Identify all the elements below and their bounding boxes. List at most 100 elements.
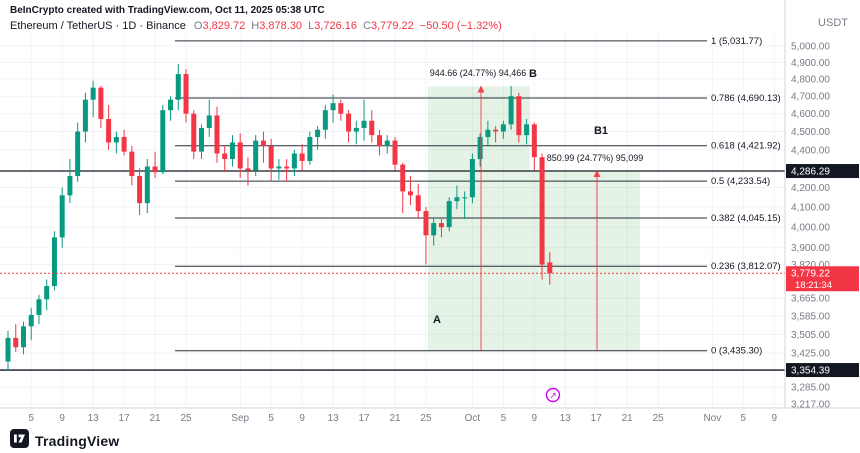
candle-body	[152, 166, 158, 173]
candle-body	[237, 142, 243, 169]
price-tick-label[interactable]: 4,600.00	[791, 109, 830, 120]
projection-zone	[530, 171, 640, 351]
candle-body	[299, 153, 305, 161]
candle-body	[75, 131, 81, 177]
candle-body	[168, 99, 174, 111]
time-tick-label[interactable]: Sep	[231, 413, 249, 424]
time-tick-label[interactable]: 13	[88, 413, 100, 424]
price-tick-label[interactable]: 3,585.00	[791, 312, 830, 323]
price-tick-label[interactable]: 4,200.00	[791, 183, 830, 194]
current-price-value: 3,779.22	[791, 269, 830, 280]
time-tick-label[interactable]: 9	[771, 413, 777, 424]
price-tick-label[interactable]: 4,000.00	[791, 223, 830, 234]
candle-body	[222, 153, 228, 160]
candle-body	[407, 191, 413, 196]
attribution-text: BeInCrypto created with TradingView.com,…	[10, 5, 325, 16]
price-line-badge-value: 4,286.29	[791, 167, 830, 178]
time-tick-label[interactable]: 9	[299, 413, 305, 424]
fib-level-label: 0.618 (4,421.92)	[711, 141, 781, 152]
candle-body	[462, 197, 468, 199]
candle-body	[516, 96, 522, 136]
point-label-b1: B1	[594, 125, 608, 137]
price-line-badge-value: 3,354.39	[791, 366, 830, 377]
price-tick-label[interactable]: 5,000.00	[791, 42, 830, 53]
time-tick-label[interactable]: 5	[741, 413, 747, 424]
price-tick-label[interactable]: 3,505.00	[791, 330, 830, 341]
candle-body	[28, 314, 34, 327]
time-tick-label[interactable]: Nov	[703, 413, 721, 424]
chart-header: BeInCrypto created with TradingView.com,…	[10, 5, 502, 32]
price-tick-label[interactable]: 3,665.00	[791, 294, 830, 305]
price-tick-label[interactable]: 4,800.00	[791, 75, 830, 86]
candle-body	[121, 136, 127, 152]
price-tick-label[interactable]: 3,425.00	[791, 349, 830, 360]
time-tick-label[interactable]: 17	[119, 413, 131, 424]
time-tick-label[interactable]: 5	[28, 413, 34, 424]
high-value: 3,878.30	[259, 20, 303, 32]
price-tick-label[interactable]: 4,400.00	[791, 145, 830, 156]
measure-arrow-up-icon	[593, 170, 601, 178]
time-tick-label[interactable]: 21	[622, 413, 634, 424]
candle-body	[377, 135, 383, 147]
change-value: −50.50 (−1.32%)	[419, 20, 502, 32]
ohlc-readout: O3,829.72 H3,878.30 L3,726.16 C3,779.22 …	[194, 20, 502, 32]
time-tick-label[interactable]: 17	[591, 413, 603, 424]
fib-level-label: 0.236 (3,812.07)	[711, 261, 781, 272]
candle-body	[431, 223, 437, 236]
price-line-badge	[786, 363, 859, 378]
price-tick-label[interactable]: 4,500.00	[791, 127, 830, 138]
time-tick-label[interactable]: 25	[180, 413, 192, 424]
candle-body	[20, 326, 26, 348]
symbol-title[interactable]: Ethereum / TetherUS · 1D · Binance	[10, 20, 186, 32]
fib-level-label: 0.5 (4,233.54)	[711, 176, 770, 187]
tradingview-logo-icon[interactable]	[10, 429, 29, 453]
candle-body	[346, 113, 352, 132]
candle-body	[191, 113, 197, 152]
candle-body	[291, 153, 297, 169]
candle-body	[338, 103, 344, 114]
price-tick-label[interactable]: 4,100.00	[791, 203, 830, 214]
time-tick-label[interactable]: 21	[149, 413, 161, 424]
candle-body	[307, 136, 313, 161]
candle-body	[113, 136, 119, 143]
candle-body	[369, 120, 375, 136]
time-tick-label[interactable]: 13	[328, 413, 340, 424]
price-line-badge	[786, 164, 859, 179]
candle-body	[245, 168, 251, 171]
candle-body	[36, 299, 42, 315]
fib-level-label: 0.786 (4,690.13)	[711, 93, 781, 104]
open-label: O	[193, 20, 203, 32]
price-tick-label[interactable]: 3,285.00	[791, 383, 830, 394]
low-value: 3,726.16	[314, 20, 358, 32]
candle-body	[160, 110, 166, 173]
price-tick-label[interactable]: 3,217.00	[791, 400, 830, 411]
time-tick-label[interactable]: 21	[389, 413, 401, 424]
candle-body	[206, 115, 212, 128]
tradingview-logo-text[interactable]: TradingView	[35, 433, 120, 449]
high-label: H	[251, 20, 260, 32]
time-tick-label[interactable]: 17	[358, 413, 370, 424]
time-tick-label[interactable]: 9	[59, 413, 65, 424]
candle-body	[5, 337, 11, 362]
price-tick-label[interactable]: 4,900.00	[791, 58, 830, 69]
candle-body	[214, 115, 220, 154]
time-tick-label[interactable]: 25	[653, 413, 665, 424]
time-tick-label[interactable]: 5	[268, 413, 274, 424]
candle-body	[330, 103, 336, 111]
time-tick-label[interactable]: Oct	[465, 413, 481, 424]
price-tick-label[interactable]: 3,900.00	[791, 243, 830, 254]
candle-body	[268, 146, 274, 169]
candle-body	[260, 140, 266, 147]
candle-body	[276, 166, 282, 169]
time-tick-label[interactable]: 25	[420, 413, 432, 424]
event-marker-icon[interactable]	[545, 387, 561, 403]
candle-body	[199, 127, 204, 152]
time-tick-label[interactable]: 5	[501, 413, 507, 424]
price-tick-label[interactable]: 4,700.00	[791, 92, 830, 103]
time-tick-label[interactable]: 9	[532, 413, 538, 424]
price-tick-label[interactable]: 3,820.00	[791, 260, 830, 271]
range-measure-ab: 944.66 (24.77%) 94,466	[430, 68, 527, 78]
time-tick-label[interactable]: 13	[560, 413, 572, 424]
measure-arrow-up-icon	[477, 85, 485, 93]
